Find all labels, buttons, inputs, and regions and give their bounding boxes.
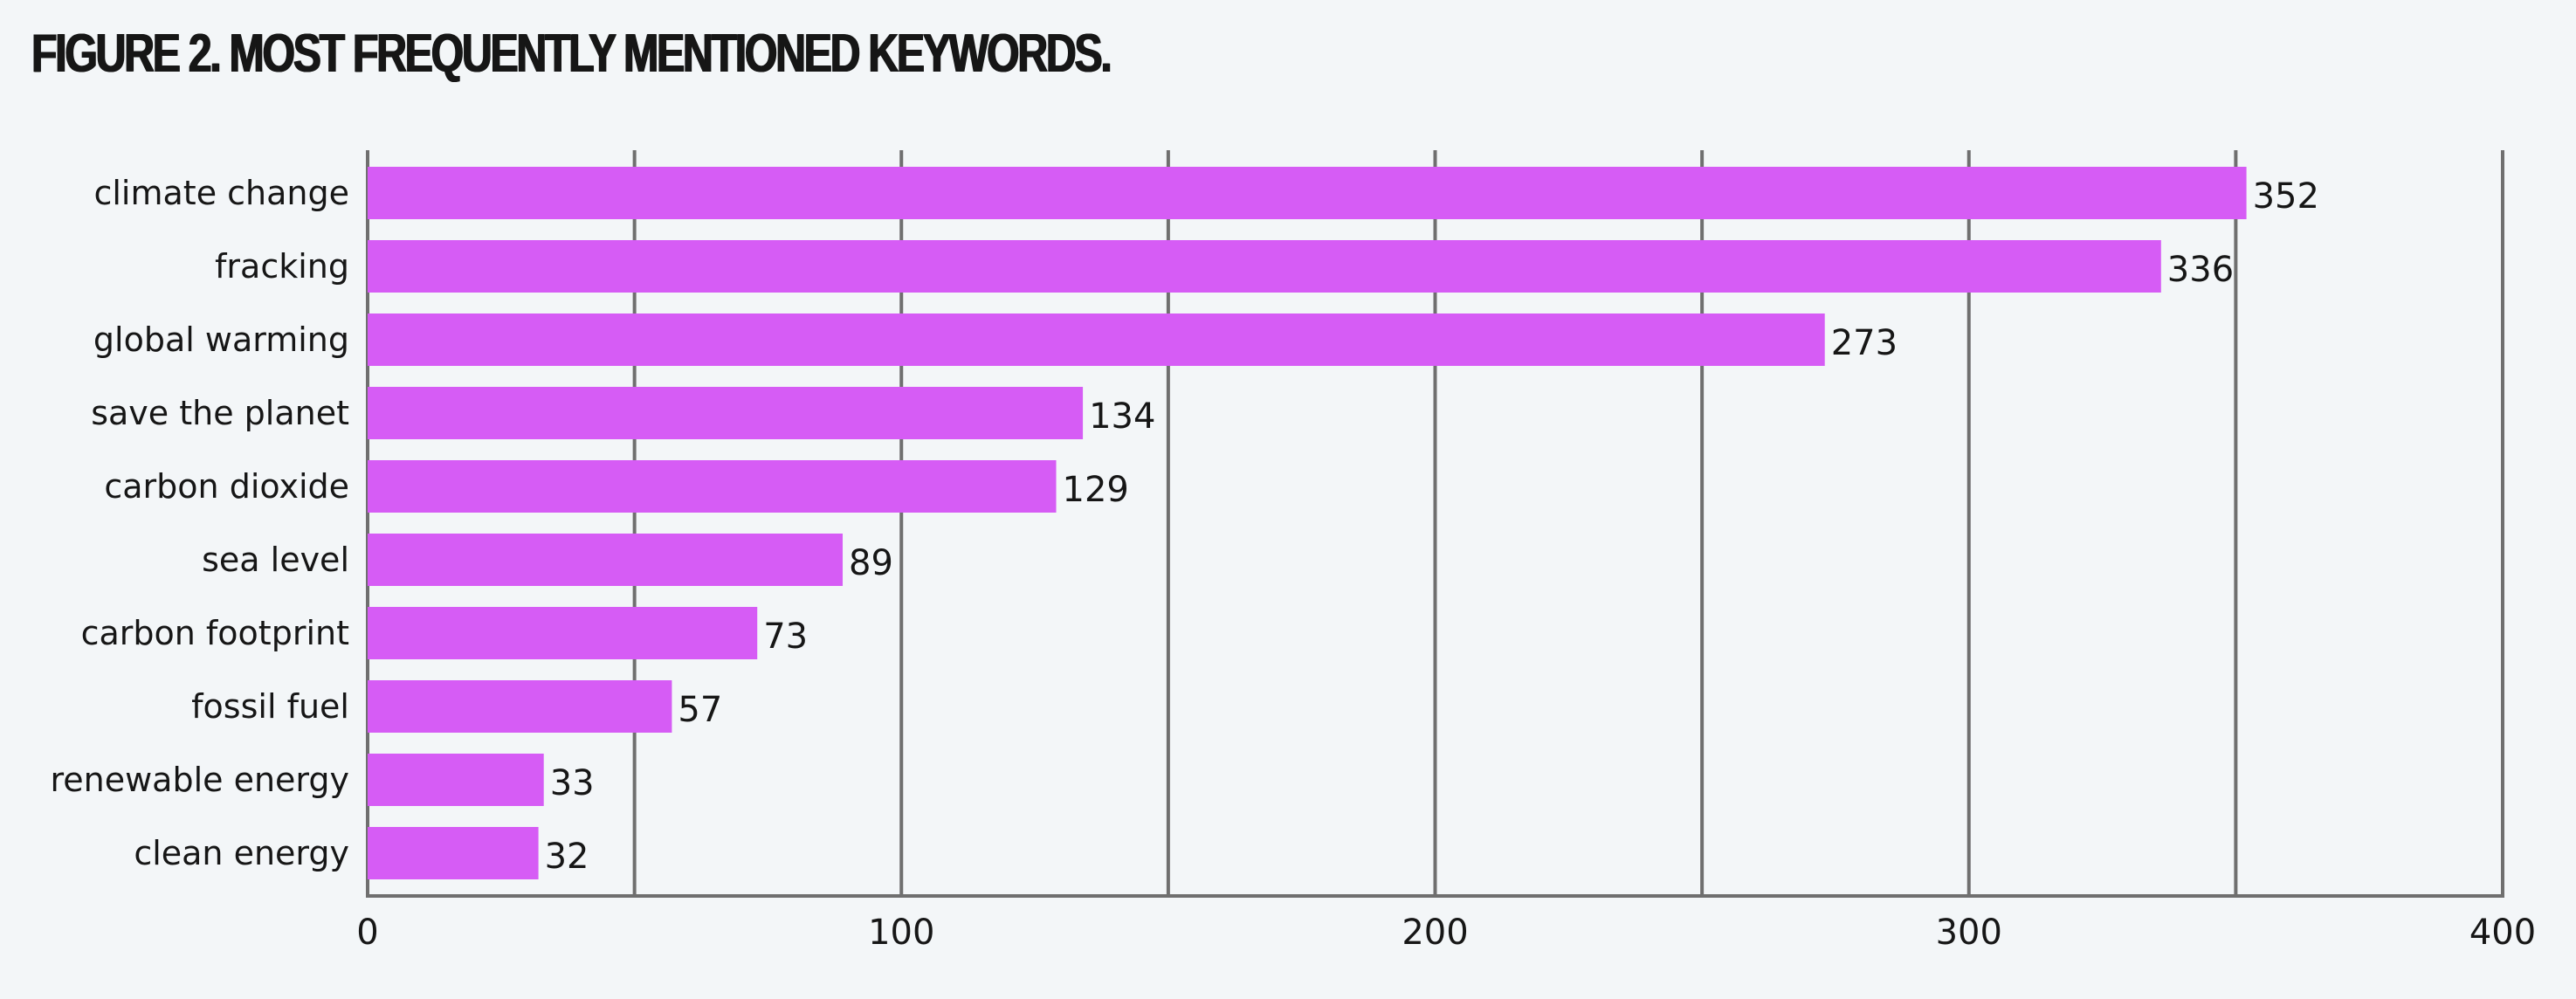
data-label: 73 — [763, 617, 808, 657]
bar — [368, 607, 758, 659]
data-label: 89 — [849, 543, 893, 583]
category-labels: climate change fracking global warming save… — [50, 174, 349, 872]
category-label: climate change — [93, 174, 349, 212]
bar — [368, 167, 2247, 219]
bar — [368, 754, 544, 806]
bar — [368, 534, 844, 586]
x-tick-label: 300 — [1936, 913, 2002, 953]
x-axis: 0 100 200 300 400 — [356, 894, 2536, 953]
data-label: 57 — [678, 690, 722, 730]
data-label: 336 — [2167, 250, 2234, 290]
category-label: carbon dioxide — [104, 467, 349, 506]
category-label: renewable energy — [50, 761, 349, 799]
bar — [368, 680, 672, 733]
data-label: 129 — [1063, 470, 1129, 510]
category-label: clean energy — [134, 834, 349, 872]
data-label: 352 — [2253, 176, 2319, 217]
category-label: global warming — [93, 320, 349, 359]
bar — [368, 240, 2161, 293]
x-tick-label: 400 — [2469, 913, 2536, 953]
bar — [368, 827, 539, 879]
x-tick-label: 0 — [356, 913, 378, 953]
category-label: save the planet — [91, 394, 349, 432]
category-label: carbon footprint — [81, 614, 349, 652]
category-label: fossil fuel — [191, 687, 349, 726]
data-label: 273 — [1831, 323, 1898, 363]
data-label: 32 — [545, 837, 589, 877]
category-label: sea level — [202, 541, 349, 579]
bar — [368, 460, 1057, 513]
value-labels: 352 336 273 134 129 89 73 57 33 32 — [545, 176, 2319, 877]
data-label: 134 — [1089, 396, 1155, 437]
bar — [368, 313, 1825, 366]
x-tick-label: 100 — [868, 913, 934, 953]
data-label: 33 — [550, 763, 595, 803]
bars — [368, 167, 2247, 879]
bar — [368, 387, 1084, 439]
chart-title: FIGURE 2. MOST FREQUENTLY MENTIONED KEYW… — [31, 24, 1112, 84]
category-label: fracking — [215, 247, 349, 286]
x-tick-label: 200 — [1402, 913, 1468, 953]
